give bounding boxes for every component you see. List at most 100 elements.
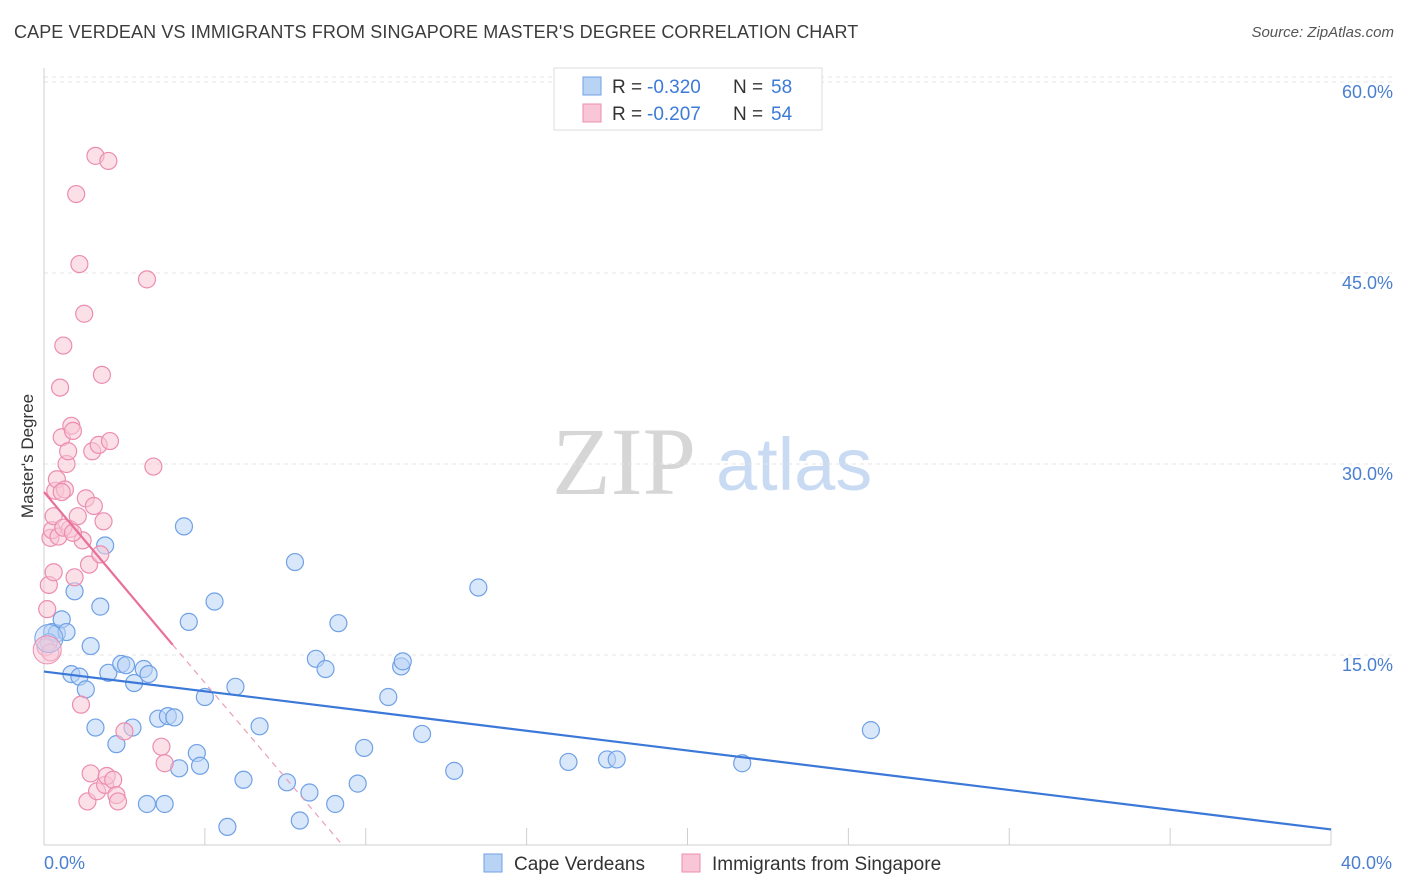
stats-n-value-pink: 54: [771, 104, 793, 125]
point-cape-verdean: [469, 578, 488, 597]
point-cape-verdean: [300, 783, 319, 802]
point-cape-verdean: [412, 724, 432, 744]
point-cape-verdean: [355, 738, 374, 758]
x-tick-labels: 0.0% 40.0%: [44, 853, 1392, 873]
point-singapore: [155, 754, 174, 773]
x-tick-label-min: 0.0%: [44, 853, 85, 873]
point-singapore: [52, 482, 71, 502]
point-singapore: [92, 365, 112, 384]
chart-title: CAPE VERDEAN VS IMMIGRANTS FROM SINGAPOR…: [14, 22, 859, 42]
point-singapore: [94, 512, 113, 531]
point-cape-verdean: [137, 794, 157, 814]
point-singapore: [75, 304, 94, 323]
point-cape-verdean: [218, 817, 237, 837]
point-cape-verdean: [329, 614, 348, 633]
y-tick-label: 60.0%: [1342, 82, 1393, 102]
point-cape-verdean: [99, 663, 118, 682]
axes: [43, 68, 1332, 846]
point-cape-verdean: [226, 677, 245, 696]
y-tick-label: 30.0%: [1342, 464, 1393, 484]
point-singapore: [144, 457, 163, 476]
point-cape-verdean: [445, 761, 464, 780]
point-cape-verdean: [607, 750, 626, 769]
point-cape-verdean: [139, 664, 158, 684]
point-cape-verdean: [316, 659, 335, 679]
point-singapore: [84, 496, 103, 516]
stats-n-value-blue: 58: [771, 77, 792, 98]
point-cape-verdean: [559, 752, 578, 772]
point-singapore: [44, 563, 63, 582]
point-cape-verdean: [234, 770, 253, 789]
point-singapore: [63, 523, 83, 542]
point-singapore-cluster: [32, 635, 62, 665]
stats-r-value-pink: -0.207: [647, 104, 701, 125]
point-singapore: [108, 792, 128, 811]
point-singapore: [59, 442, 78, 461]
stats-swatch-pink: [582, 103, 602, 123]
point-cape-verdean: [91, 597, 110, 616]
point-cape-verdean: [174, 517, 194, 536]
point-singapore: [115, 722, 134, 741]
stats-r-value-blue: -0.320: [647, 77, 701, 98]
point-cape-verdean: [250, 717, 269, 736]
point-singapore: [71, 695, 91, 714]
point-singapore: [54, 336, 73, 355]
legend-label-singapore: Immigrants from Singapore: [712, 854, 941, 875]
point-singapore: [38, 600, 57, 619]
point-singapore: [99, 151, 118, 171]
point-singapore: [137, 270, 157, 289]
point-singapore: [100, 431, 120, 451]
point-cape-verdean: [86, 718, 105, 737]
point-singapore: [152, 737, 171, 756]
stats-r-label-blue: R =: [612, 77, 642, 98]
watermark-atlas: atlas: [716, 423, 872, 506]
point-singapore: [81, 764, 100, 783]
stats-swatch-blue: [582, 76, 602, 96]
point-cape-verdean: [205, 592, 224, 611]
point-singapore: [79, 555, 99, 574]
point-singapore: [50, 378, 70, 397]
y-tick-label: 15.0%: [1342, 655, 1393, 675]
point-cape-verdean: [348, 774, 367, 793]
bottom-legend: Cape Verdeans Immigrants from Singapore: [483, 853, 941, 875]
stats-n-label-pink: N =: [733, 104, 763, 125]
legend-swatch-singapore: [681, 853, 701, 873]
point-singapore: [68, 507, 87, 526]
stats-legend: R = -0.320 N = 58 R = -0.207 N = 54: [553, 67, 823, 131]
point-singapore: [104, 770, 123, 789]
point-cape-verdean: [81, 636, 100, 656]
point-cape-verdean: [393, 652, 412, 671]
point-cape-verdean: [285, 552, 305, 572]
legend-swatch-cape-verdeans: [483, 853, 503, 873]
trend-lines: [43, 491, 1332, 847]
point-singapore: [65, 568, 84, 587]
point-singapore: [67, 184, 86, 204]
point-cape-verdean: [277, 773, 297, 792]
watermark-zip: ZIP: [552, 408, 696, 515]
stats-r-label-pink: R =: [612, 104, 642, 125]
point-singapore: [91, 545, 110, 564]
x-tick-label-max: 40.0%: [1341, 853, 1392, 873]
trend-line-cape-verdeans: [43, 670, 1332, 831]
point-singapore: [63, 421, 83, 440]
stats-n-label-blue: N =: [733, 77, 763, 98]
point-cape-verdean: [179, 612, 198, 631]
gridlines: [44, 76, 1392, 656]
point-cape-verdean: [155, 794, 174, 814]
point-cape-verdean: [326, 794, 345, 814]
point-cape-verdean: [861, 721, 880, 740]
legend-label-cape-verdeans: Cape Verdeans: [514, 854, 645, 875]
point-singapore: [70, 254, 89, 274]
point-cape-verdean: [76, 680, 95, 699]
point-cape-verdean: [290, 811, 309, 830]
data-points: [32, 146, 880, 837]
trend-line-singapore: [43, 491, 174, 646]
point-cape-verdean: [379, 687, 398, 707]
point-cape-verdean: [165, 708, 184, 727]
y-tick-labels: 15.0% 30.0% 45.0% 60.0%: [1342, 82, 1393, 675]
y-tick-label: 45.0%: [1342, 273, 1393, 293]
point-cape-verdean: [116, 656, 136, 675]
point-cape-verdean: [733, 754, 752, 773]
source-credit: Source: ZipAtlas.com: [1251, 24, 1394, 41]
